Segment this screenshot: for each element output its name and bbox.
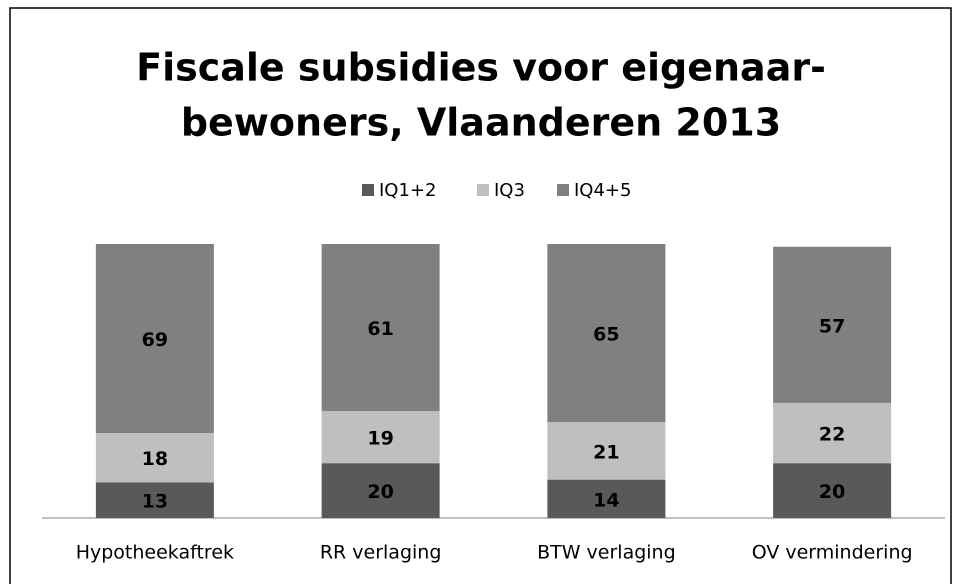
data-label: 14 [593,489,619,511]
data-label: 22 [819,424,845,446]
bar-segment [95,244,214,434]
data-label: 19 [367,428,393,450]
data-label: 20 [819,481,845,503]
bar-segment [321,244,440,412]
data-label: 61 [367,318,393,340]
bar-segment [547,422,666,480]
bar-segment [773,246,892,403]
legend-label: IQ4+5 [574,180,631,201]
legend-label: IQ1+2 [379,180,436,201]
data-label: 20 [367,481,393,503]
data-label: 13 [142,491,168,513]
data-label: 57 [819,315,845,337]
bar-segment [95,482,214,518]
bar-segment [321,463,440,518]
data-label: 18 [142,448,168,470]
legend-swatch [477,184,489,196]
data-label: 69 [142,329,168,351]
chart-title: Fiscale subsidies voor eigenaar- [136,46,826,90]
legend-swatch [362,184,374,196]
x-tick-label: RR verlaging [320,542,442,564]
legend-label: IQ3 [494,180,525,201]
x-tick-label: OV vermindering [752,542,913,564]
bar-segment [773,463,892,518]
legend-swatch [557,184,569,196]
bar-segment [547,244,666,423]
chart-title: bewoners, Vlaanderen 2013 [181,101,781,145]
x-tick-label: Hypotheekaftrek [76,542,234,564]
bar-segment [773,402,892,464]
bar-segment [321,411,440,464]
bar-segment [547,479,666,518]
data-label: 21 [593,441,619,463]
bar-segment [95,433,214,483]
data-label: 65 [593,324,619,346]
x-tick-label: BTW verlaging [537,542,676,564]
